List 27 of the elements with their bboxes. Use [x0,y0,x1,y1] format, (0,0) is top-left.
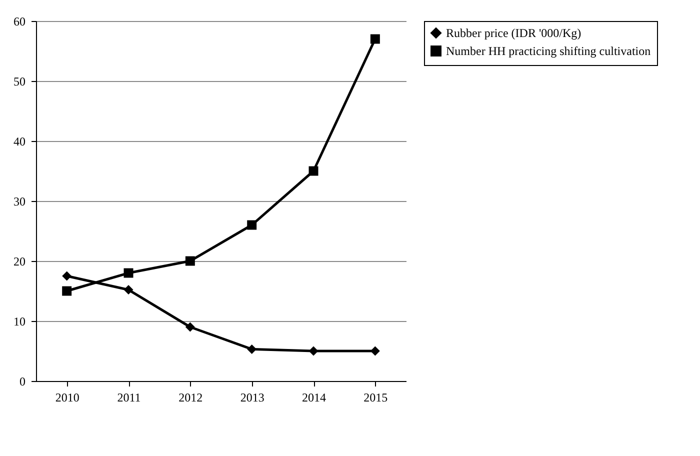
x-tick-label: 2010 [55,390,80,404]
x-tick-label: 2014 [302,390,326,404]
point [247,220,257,230]
x-tick-label: 2013 [240,390,264,404]
x-tick-label: 2015 [364,390,388,404]
y-tick-label: 0 [20,374,26,388]
y-tick-label: 50 [14,74,26,88]
point [308,166,318,176]
y-tick-label: 20 [14,254,26,268]
legend-label: Number HH practicing shifting cultivation [446,44,651,58]
point [62,271,72,281]
y-tick-label: 40 [14,134,26,148]
x-tick-label: 2011 [117,390,141,404]
point [247,344,257,354]
y-tick-label: 10 [14,314,26,328]
y-tick-label: 30 [14,194,26,208]
point [308,346,318,356]
point [124,268,134,278]
point [370,34,380,44]
point [370,346,380,356]
y-tick-label: 60 [14,14,26,28]
point [185,256,195,266]
point [124,285,134,295]
x-tick-label: 2012 [178,390,203,404]
point [185,322,195,332]
legend-label: Rubber price (IDR '000/Kg) [446,26,582,40]
point [62,286,72,296]
